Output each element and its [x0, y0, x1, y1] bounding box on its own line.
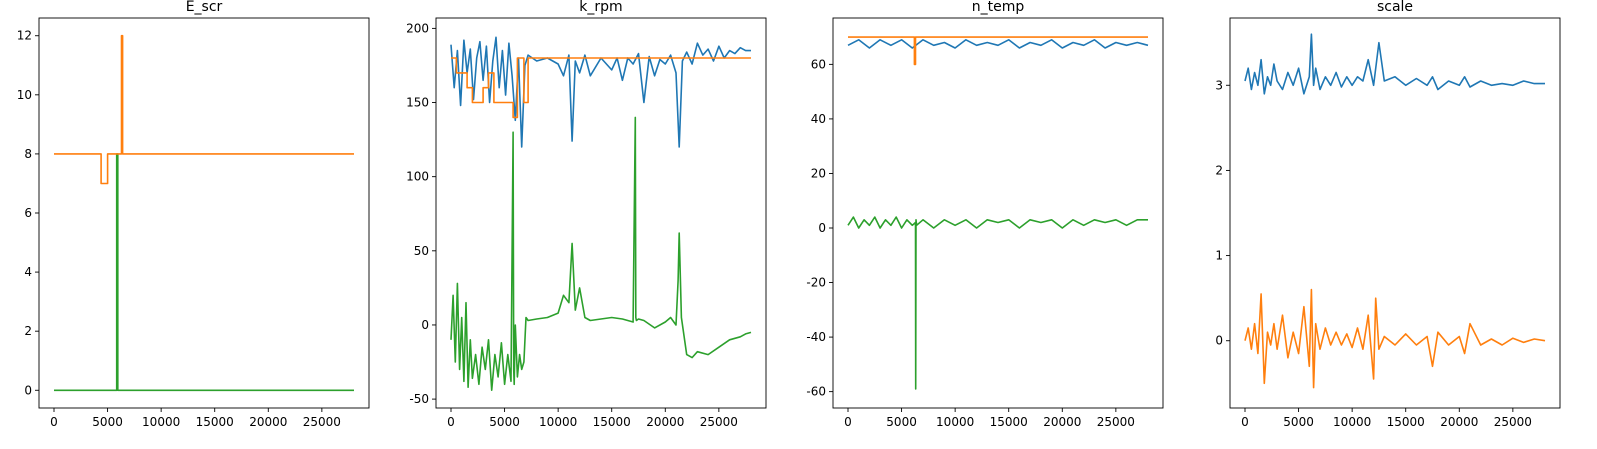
series-line-1: [450, 36, 751, 148]
x-tick-label: 10000: [142, 415, 180, 429]
x-tick-label: 25000: [303, 415, 341, 429]
x-tick-label: 10000: [1333, 415, 1371, 429]
axes-frame: [435, 17, 767, 409]
y-tick-label: 6: [24, 206, 32, 220]
x-tick-label: 5000: [489, 415, 520, 429]
plot-area: [54, 34, 354, 392]
plot-area: [847, 36, 1149, 390]
y-tick-label: 4: [24, 265, 32, 279]
axes-frame: [1229, 17, 1561, 409]
x-tick-label: 15000: [196, 415, 234, 429]
y-tick-label: -60: [806, 385, 826, 399]
x-tick-label: 0: [844, 415, 852, 429]
y-tick-label: 60: [811, 57, 826, 71]
y-tick-label: -40: [806, 330, 826, 344]
axes-k-rpm: 0 5000 10000 15000 20000 25000 -50 0 50 100 150 200…: [406, 0, 767, 429]
y-tick-label: 1: [1215, 249, 1223, 263]
y-tick-label: 40: [811, 112, 826, 126]
chart-title: k_rpm: [579, 0, 622, 15]
axes-frame: [38, 17, 370, 409]
series-line-1: [1244, 33, 1545, 95]
y-tick-label: 20: [811, 166, 826, 180]
y-tick-label: 0: [421, 318, 429, 332]
axes-frame: [832, 17, 1164, 409]
y-tick-label: -50: [409, 392, 429, 406]
axes-E-scr: 0 5000 10000 15000 20000 25000 0 2 4 6 8 10 12 E_scr: [17, 0, 370, 429]
y-tick-label: 50: [414, 244, 429, 258]
series-line-2: [847, 38, 1149, 49]
x-tick-label: 25000: [1494, 415, 1532, 429]
series-line-2: [1244, 288, 1546, 389]
series-line-1: [847, 216, 1148, 390]
x-tick-label: 5000: [886, 415, 917, 429]
series-line-3: [848, 36, 1148, 66]
y-tick-label: 200: [406, 21, 429, 35]
x-tick-label: 20000: [1440, 415, 1478, 429]
y-tick-label: 100: [406, 170, 429, 184]
x-tick-label: 20000: [249, 415, 287, 429]
series-line-2: [451, 57, 751, 119]
x-tick-label: 10000: [936, 415, 974, 429]
x-tick-label: 5000: [1283, 415, 1314, 429]
x-tick-label: 25000: [700, 415, 738, 429]
y-tick-label: 12: [17, 29, 32, 43]
series-line-2: [54, 34, 354, 185]
y-tick-label: 0: [24, 383, 32, 397]
y-tick-label: -20: [806, 276, 826, 290]
x-tick-label: 10000: [539, 415, 577, 429]
x-tick-label: 0: [1241, 415, 1249, 429]
y-tick-label: 0: [1215, 334, 1223, 348]
y-tick-label: 2: [1215, 163, 1223, 177]
x-tick-label: 15000: [1387, 415, 1425, 429]
axes-scale: 0 5000 10000 15000 20000 25000 0 1 2 3 scale: [1215, 0, 1561, 429]
y-tick-label: 2: [24, 324, 32, 338]
x-tick-label: 25000: [1097, 415, 1135, 429]
y-tick-label: 0: [818, 221, 826, 235]
y-tick-label: 150: [406, 96, 429, 110]
series-line-1: [54, 153, 354, 392]
plot-area: [450, 36, 752, 392]
y-tick-label: 3: [1215, 78, 1223, 92]
x-tick-label: 20000: [646, 415, 684, 429]
x-tick-label: 0: [447, 415, 455, 429]
axes-n-temp: 0 5000 10000 15000 20000 25000 -60 -40 -20 0 20 40 6…: [806, 0, 1164, 429]
chart-title: E_scr: [186, 0, 223, 15]
chart-title: n_temp: [972, 0, 1025, 15]
y-tick-label: 8: [24, 147, 32, 161]
x-tick-label: 15000: [990, 415, 1028, 429]
chart-title: scale: [1377, 0, 1413, 15]
series-line-3: [450, 116, 752, 392]
plot-area: [1244, 33, 1546, 389]
x-tick-label: 0: [50, 415, 58, 429]
x-tick-label: 15000: [593, 415, 631, 429]
y-tick-label: 10: [17, 88, 32, 102]
x-tick-label: 5000: [92, 415, 123, 429]
x-tick-label: 20000: [1043, 415, 1081, 429]
